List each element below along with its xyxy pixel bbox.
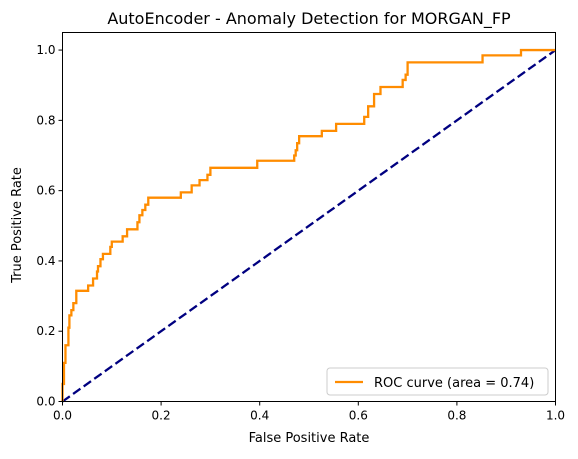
- legend-box: [326, 367, 549, 396]
- y-axis-ticks: 0.0 0.2 0.4 0.6 0.8 1.0: [36, 43, 63, 409]
- x-tick-label: 1.0: [546, 409, 565, 423]
- plot-area: [61, 48, 557, 403]
- x-axis-ticks: 0.0 0.2 0.4 0.6 0.8 1.0: [53, 401, 565, 423]
- x-tick-label: 0.0: [53, 409, 72, 423]
- y-tick-label: 1.0: [36, 43, 55, 57]
- legend: ROC curve (area = 0.74): [326, 367, 549, 396]
- legend-label-roc: ROC curve (area = 0.74): [374, 376, 534, 391]
- axes-frame: [62, 32, 556, 402]
- x-tick-label: 0.2: [152, 409, 171, 423]
- y-tick-label: 0.2: [36, 324, 55, 338]
- x-axis-label: False Positive Rate: [249, 431, 370, 446]
- x-tick-label: 0.6: [349, 409, 368, 423]
- chart-title: AutoEncoder - Anomaly Detection for MORG…: [107, 9, 511, 29]
- x-tick-label: 0.4: [250, 409, 269, 423]
- chance-diagonal-line: [61, 49, 557, 403]
- y-tick-label: 0.6: [36, 184, 55, 198]
- y-tick-label: 0.4: [36, 254, 55, 268]
- y-tick-label: 0.0: [36, 395, 55, 409]
- roc-curve-line: [61, 48, 556, 402]
- x-tick-label: 0.8: [447, 409, 466, 423]
- y-axis-label: True Positive Rate: [10, 167, 25, 284]
- y-tick-label: 0.8: [36, 113, 55, 127]
